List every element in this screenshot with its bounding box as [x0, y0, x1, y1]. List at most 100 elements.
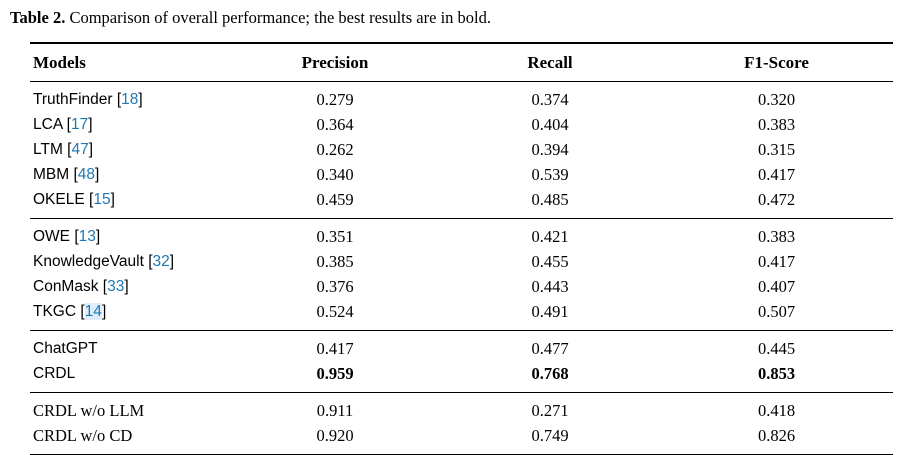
recall-value: 0.477 [531, 339, 569, 358]
model-name: LCA [33, 116, 63, 133]
model-name-cell: KnowledgeVault [32] [30, 249, 230, 274]
table-row-okele: OKELE [15] 0.459 0.485 0.472 [30, 187, 893, 219]
table-row-crdl-best: CRDL 0.959 0.768 0.853 [30, 361, 893, 393]
citation-link[interactable]: 33 [107, 278, 125, 295]
model-name-cell: LCA [17] [30, 112, 230, 137]
citation-link[interactable]: 13 [78, 228, 96, 245]
f1-value: 0.853 [757, 364, 796, 383]
model-name: TKGC [33, 303, 77, 320]
group-ablation: CRDL w/o LLM 0.911 0.271 0.418 CRDL w/o … [30, 392, 893, 455]
group-kg-baselines: OWE [13] 0.351 0.421 0.383 KnowledgeVaul… [30, 218, 893, 331]
results-table: Models Precision Recall F1-Score TruthFi… [30, 42, 893, 455]
model-name: OWE [33, 228, 71, 245]
table-row-crdl-wo-cd: CRDL w/o CD 0.920 0.749 0.826 [30, 423, 893, 455]
citation-bracket: [ [102, 278, 108, 295]
model-name: LTM [33, 141, 63, 158]
model-name: ChatGPT [33, 340, 98, 357]
header-models: Models [33, 53, 86, 72]
model-name-cell: TruthFinder [18] [30, 82, 230, 113]
recall-value: 0.539 [531, 165, 569, 184]
precision-value: 0.920 [316, 426, 354, 445]
precision-value: 0.376 [316, 277, 354, 296]
header-row: Models Precision Recall F1-Score [30, 43, 893, 82]
model-name-cell: OKELE [15] [30, 187, 230, 219]
recall-value: 0.394 [531, 140, 569, 159]
header-recall: Recall [527, 53, 573, 72]
f1-value: 0.407 [757, 277, 796, 296]
recall-value: 0.491 [531, 302, 569, 321]
precision-value: 0.279 [316, 90, 354, 109]
citation-bracket: ] [95, 228, 101, 245]
citation-link[interactable]: 18 [121, 91, 139, 108]
model-name: CRDL [33, 365, 76, 382]
table-row-knowledgevault: KnowledgeVault [32] 0.385 0.455 0.417 [30, 249, 893, 274]
recall-value: 0.404 [531, 115, 569, 134]
citation-link[interactable]: 47 [71, 141, 89, 158]
citation-bracket: ] [124, 278, 129, 295]
model-name-cell: MBM [48] [30, 162, 230, 187]
model-name: OKELE [33, 191, 85, 208]
model-name-cell: CRDL w/o CD [30, 423, 230, 455]
table-header: Models Precision Recall F1-Score [30, 43, 893, 82]
precision-value: 0.340 [316, 165, 354, 184]
f1-value: 0.826 [757, 426, 796, 445]
table-row-owe: OWE [13] 0.351 0.421 0.383 [30, 219, 893, 250]
model-name-cell: OWE [13] [30, 219, 230, 250]
table-row-chatgpt: ChatGPT 0.417 0.477 0.445 [30, 331, 893, 362]
citation-bracket: ] [101, 303, 107, 320]
citation-bracket: ] [138, 91, 143, 108]
table-row-conmask: ConMask [33] 0.376 0.443 0.407 [30, 274, 893, 299]
citation-bracket: [ [116, 91, 122, 108]
recall-value: 0.768 [531, 364, 569, 383]
table-caption: Table 2. Comparison of overall performan… [0, 0, 923, 28]
citation-link[interactable]: 14 [84, 303, 102, 320]
f1-value: 0.417 [757, 165, 796, 184]
citation-link[interactable]: 15 [93, 191, 111, 208]
model-name-cell: CRDL [30, 361, 230, 393]
table-row-mbm: MBM [48] 0.340 0.539 0.417 [30, 162, 893, 187]
f1-value: 0.418 [757, 401, 796, 420]
citation-bracket: [ [67, 141, 72, 158]
model-name-cell: ChatGPT [30, 331, 230, 362]
citation-bracket: [ [73, 166, 78, 183]
f1-value: 0.472 [757, 190, 796, 209]
f1-value: 0.320 [757, 90, 796, 109]
model-name: CRDL w/o CD [33, 426, 133, 445]
precision-value: 0.911 [316, 401, 354, 420]
f1-value: 0.507 [757, 302, 796, 321]
table-caption-text: Comparison of overall performance; the b… [65, 8, 491, 27]
model-name: MBM [33, 166, 70, 183]
precision-value: 0.351 [316, 227, 354, 246]
citation-bracket: [ [80, 303, 85, 320]
model-name: CRDL w/o LLM [33, 401, 145, 420]
f1-value: 0.417 [757, 252, 796, 271]
precision-value: 0.262 [316, 140, 354, 159]
citation-bracket: ] [88, 116, 93, 133]
recall-value: 0.455 [531, 252, 569, 271]
recall-value: 0.271 [531, 401, 569, 420]
precision-value: 0.524 [316, 302, 354, 321]
precision-value: 0.459 [316, 190, 354, 209]
f1-value: 0.383 [757, 115, 796, 134]
model-name: KnowledgeVault [33, 253, 144, 270]
citation-link[interactable]: 17 [70, 116, 89, 133]
group-proposed: ChatGPT 0.417 0.477 0.445 CRDL 0.959 0.7… [30, 330, 893, 393]
precision-value: 0.364 [316, 115, 354, 134]
recall-value: 0.443 [531, 277, 569, 296]
table-row-tkgc: TKGC [14] 0.524 0.491 0.507 [30, 299, 893, 331]
citation-bracket: [ [74, 228, 79, 245]
model-name-cell: ConMask [33] [30, 274, 230, 299]
citation-bracket: [ [66, 116, 71, 133]
citation-link[interactable]: 48 [77, 166, 96, 183]
f1-value: 0.383 [757, 227, 796, 246]
precision-value: 0.417 [316, 339, 354, 358]
precision-value: 0.959 [316, 364, 354, 383]
citation-link[interactable]: 32 [152, 253, 170, 270]
recall-value: 0.485 [531, 190, 569, 209]
citation-bracket: ] [169, 253, 175, 270]
model-name-cell: CRDL w/o LLM [30, 393, 230, 424]
citation-bracket: [ [148, 253, 153, 270]
citation-bracket: ] [95, 166, 100, 183]
table-row-ltm: LTM [47] 0.262 0.394 0.315 [30, 137, 893, 162]
